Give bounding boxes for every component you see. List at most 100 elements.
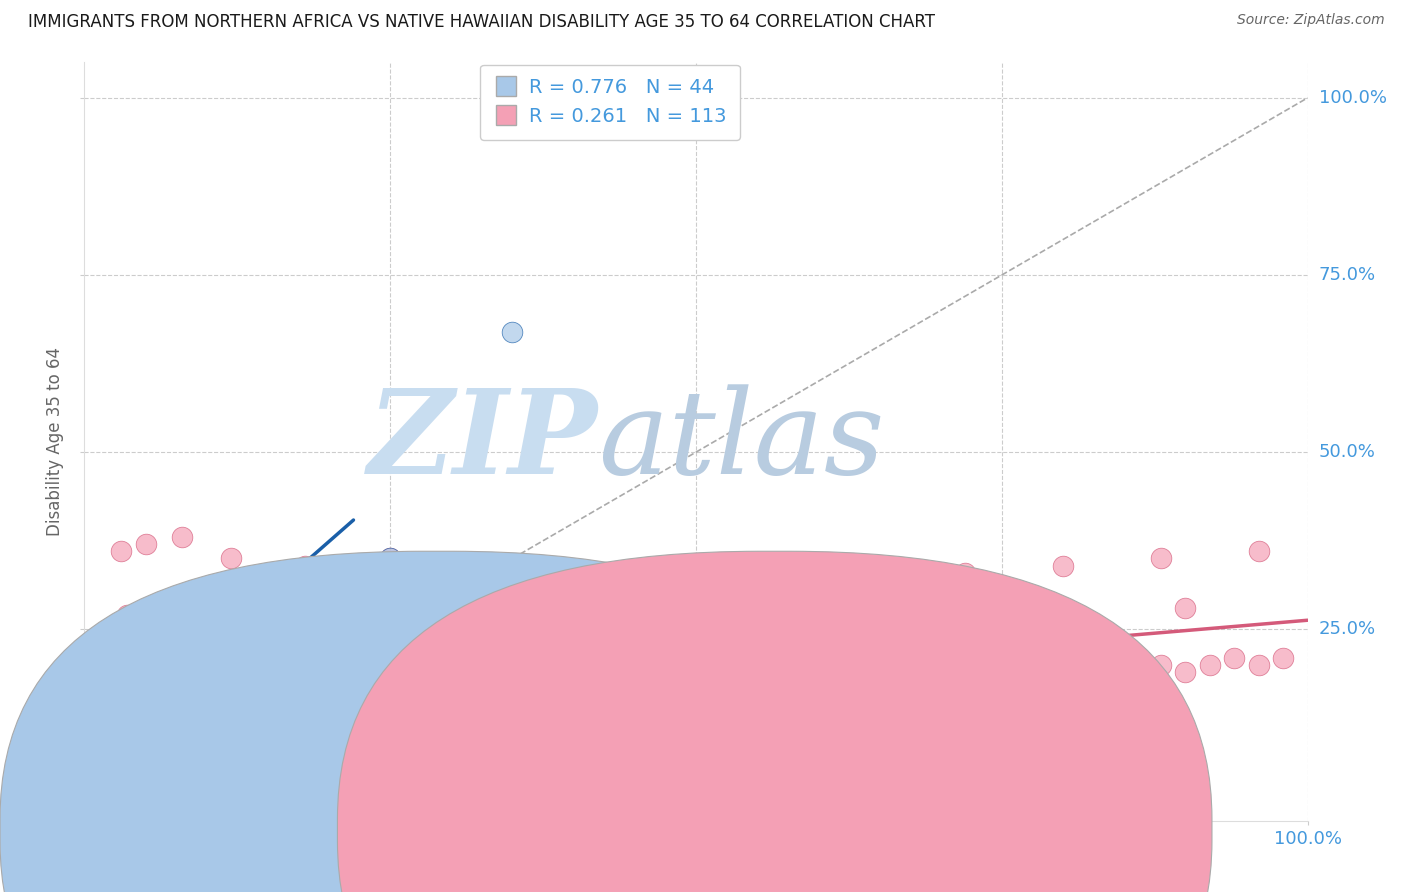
Point (190, 594, 212, 608)
Point (77, 764, 100, 778)
Text: atlas: atlas (598, 384, 884, 499)
Point (110, 672, 132, 686)
Point (104, 679, 127, 693)
Point (612, 700, 634, 714)
Text: IMMIGRANTS FROM NORTHERN AFRICA VS NATIVE HAWAIIAN DISABILITY AGE 35 TO 64 CORRE: IMMIGRANTS FROM NORTHERN AFRICA VS NATIV… (28, 13, 935, 31)
Point (115, 736, 138, 750)
Point (404, 714, 426, 729)
Point (232, 729, 254, 743)
Point (1247, 657, 1270, 672)
Point (807, 686, 830, 700)
Point (75, 792, 97, 806)
Point (77, 764, 100, 778)
Point (128, 736, 150, 750)
Point (1198, 657, 1220, 672)
Point (76, 771, 98, 785)
Point (305, 714, 328, 729)
Point (245, 722, 267, 736)
Point (135, 657, 157, 672)
Point (97, 750, 120, 764)
Point (380, 551, 402, 566)
Point (183, 729, 205, 743)
Point (758, 580, 780, 594)
Point (122, 665, 145, 679)
Point (502, 325, 524, 339)
Point (219, 722, 242, 736)
Point (342, 707, 364, 722)
Point (1150, 657, 1173, 672)
Point (1076, 665, 1098, 679)
Point (87, 756, 110, 771)
Point (87, 764, 110, 778)
Point (82, 764, 104, 778)
Point (76, 756, 98, 771)
Point (195, 601, 218, 615)
Point (905, 672, 928, 686)
Point (77, 771, 100, 785)
Point (269, 594, 291, 608)
Point (685, 693, 707, 707)
Point (80, 756, 103, 771)
Point (79, 764, 101, 778)
Point (1247, 544, 1270, 558)
Point (1101, 672, 1123, 686)
Point (1174, 665, 1197, 679)
Point (427, 700, 450, 714)
Point (107, 736, 129, 750)
Point (562, 700, 585, 714)
Point (82, 743, 104, 757)
Text: Source: ZipAtlas.com: Source: ZipAtlas.com (1237, 13, 1385, 28)
Point (734, 693, 756, 707)
Point (105, 750, 128, 764)
Point (219, 615, 242, 630)
Point (122, 743, 145, 757)
Point (661, 587, 683, 601)
Point (115, 608, 138, 623)
Point (76, 785, 98, 799)
Point (294, 722, 316, 736)
Point (685, 608, 707, 623)
Point (1150, 551, 1173, 566)
Point (464, 573, 486, 587)
Point (464, 700, 486, 714)
Point (380, 551, 402, 566)
Point (318, 707, 340, 722)
Point (1052, 672, 1074, 686)
Point (586, 693, 609, 707)
Point (1028, 665, 1050, 679)
Point (1223, 650, 1246, 665)
Point (929, 623, 952, 637)
Y-axis label: Disability Age 35 to 64: Disability Age 35 to 64 (46, 347, 65, 536)
Point (807, 615, 830, 630)
Point (880, 679, 903, 693)
Point (1174, 601, 1197, 615)
Point (96, 700, 118, 714)
Point (77, 736, 100, 750)
Point (100, 750, 122, 764)
Point (1002, 672, 1025, 686)
Point (83, 736, 105, 750)
Point (75, 778, 97, 792)
Point (367, 707, 389, 722)
Text: ZIP: ZIP (368, 384, 598, 499)
Point (87, 722, 110, 736)
Text: 100.0%: 100.0% (1319, 89, 1386, 107)
Point (110, 743, 132, 757)
Point (77, 778, 100, 792)
Point (562, 566, 585, 580)
Point (90, 756, 112, 771)
Point (195, 623, 218, 637)
Point (219, 551, 242, 566)
Point (135, 729, 157, 743)
Point (75, 771, 97, 785)
Point (94, 750, 117, 764)
Point (953, 672, 976, 686)
Point (318, 608, 340, 623)
Point (146, 650, 169, 665)
Point (440, 594, 463, 608)
Point (79, 729, 101, 743)
Text: 50.0%: 50.0% (1319, 443, 1375, 461)
Point (76, 743, 98, 757)
Point (172, 636, 194, 650)
Point (75, 778, 97, 792)
